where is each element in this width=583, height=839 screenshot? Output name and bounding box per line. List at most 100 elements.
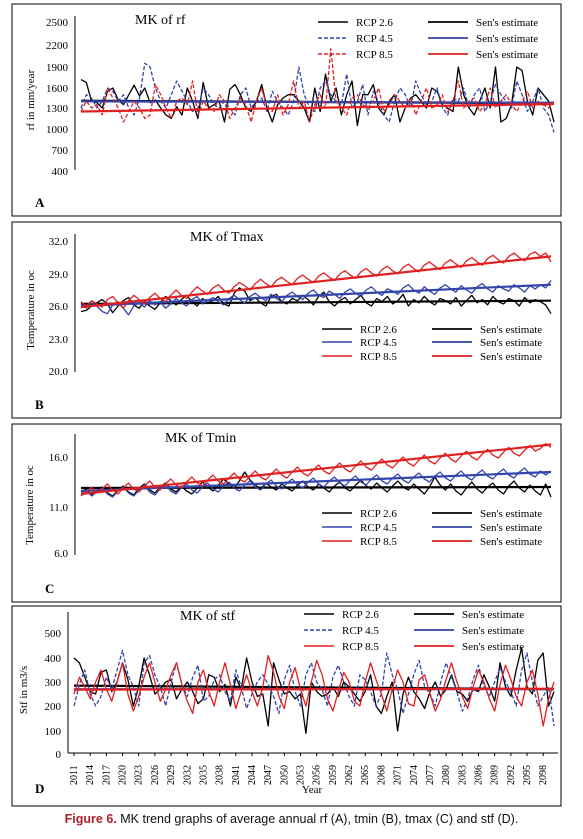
y-tick-label: 23.0 — [49, 334, 69, 346]
figure-caption: Figure 6. MK trend graphs of average ann… — [0, 812, 583, 826]
x-tick-label: 2071 — [393, 765, 404, 785]
legend-label: Sen's estimate — [480, 508, 542, 520]
sen-trend-line — [80, 102, 555, 113]
caption-label: Figure 6. — [64, 812, 117, 826]
legend-label: Sen's estimate — [462, 641, 524, 653]
x-tick-label: 2041 — [231, 765, 242, 785]
x-tick-label: 2074 — [409, 765, 420, 785]
legend-label: RCP 4.5 — [360, 337, 397, 349]
x-tick-label: 2026 — [150, 765, 161, 785]
x-tick-label: 2068 — [376, 765, 387, 785]
series-line-rcp-8-5 — [80, 442, 552, 497]
x-tick-label: 2059 — [328, 765, 339, 785]
y-tick-label: 32.0 — [49, 236, 69, 248]
y-tick-label: 100 — [45, 726, 62, 738]
y-tick-label: 500 — [45, 628, 62, 640]
caption-text: MK trend graphs of average annual rf (A)… — [120, 812, 519, 826]
panel-frame — [11, 3, 562, 217]
series-line-rcp-2-6 — [80, 66, 555, 127]
panel-D: 500 400 300 200 100 0 Stf in m3/s MK of stf D 201… — [11, 605, 562, 807]
panel-frame — [11, 605, 562, 807]
series-line-rcp-4-5 — [80, 62, 555, 133]
legend-label: RCP 4.5 — [360, 522, 397, 534]
chart-title: MK of rf — [135, 13, 186, 28]
panel-frame — [11, 423, 562, 603]
legend-label: Sen's estimate — [480, 337, 542, 349]
panel-letter: C — [45, 581, 54, 596]
sen-trend-line — [80, 470, 552, 493]
y-tick-label: 200 — [45, 701, 62, 713]
x-tick-label: 2038 — [215, 765, 226, 785]
y-tick-label: 700 — [52, 145, 69, 157]
y-tick-label: 1900 — [46, 62, 69, 74]
chart-title: MK of Tmax — [190, 230, 264, 245]
x-tick-label: 2086 — [473, 765, 484, 785]
y-tick-label: 6.0 — [54, 548, 68, 560]
sen-trend-line — [80, 255, 552, 309]
panel-A: 2500 2200 1900 1600 1300 1000 700 400 rf in mm/y… — [11, 3, 562, 217]
x-tick-label: 2065 — [360, 765, 371, 785]
sen-trend-line — [80, 100, 555, 104]
legend-label: RCP 8.5 — [342, 641, 379, 653]
y-tick-label: 20.0 — [49, 366, 69, 378]
y-tick-label: 400 — [52, 166, 69, 178]
panel-letter: A — [35, 195, 45, 210]
x-tick-label: 2032 — [182, 765, 193, 785]
series-line-rcp-8-5 — [73, 654, 555, 727]
x-tick-label: 2098 — [538, 765, 549, 785]
legend-label: Sen's estimate — [480, 351, 542, 363]
x-tick-label: 2095 — [522, 765, 533, 785]
legend-label: Sen's estimate — [480, 324, 542, 336]
sen-trend-line — [73, 687, 555, 691]
y-tick-label: 26.0 — [49, 301, 69, 313]
legend-label: RCP 2.6 — [342, 609, 379, 621]
y-tick-label: 300 — [45, 677, 62, 689]
legend-label: RCP 2.6 — [360, 324, 397, 336]
x-tick-label: 2083 — [457, 765, 468, 785]
y-tick-label: 2200 — [46, 40, 69, 52]
panel-letter: B — [35, 397, 44, 412]
series-line-rcp-8-5 — [80, 48, 555, 123]
y-tick-label: 1000 — [46, 124, 69, 136]
y-axis-title: rf in mm/year — [25, 69, 37, 130]
y-tick-label: 29.0 — [49, 269, 69, 281]
legend-label: Sen's estimate — [462, 609, 524, 621]
legend-label: Sen's estimate — [476, 49, 538, 61]
y-tick-label: 2500 — [46, 17, 69, 29]
legend-label: Sen's estimate — [480, 522, 542, 534]
x-axis-title: Year — [302, 784, 323, 796]
x-tick-label: 2023 — [134, 765, 145, 785]
panel-letter: D — [35, 781, 44, 796]
x-tick-label: 2077 — [425, 765, 436, 785]
x-tick-label: 2014 — [85, 765, 96, 785]
legend-label: RCP 4.5 — [342, 625, 379, 637]
x-tick-label: 2089 — [490, 765, 501, 785]
legend-label: Sen's estimate — [462, 625, 524, 637]
panel-B: 32.0 29.0 26.0 23.0 20.0 Temperature in oc MK … — [11, 221, 562, 419]
x-tick-label: 2047 — [263, 765, 274, 785]
panel-frame — [11, 221, 562, 419]
x-tick-label: 2050 — [279, 765, 290, 785]
legend-label: Sen's estimate — [476, 33, 538, 45]
x-tick-label: 2011 — [69, 765, 80, 785]
x-tick-label: 2053 — [296, 765, 307, 785]
y-axis-title: Stf in m3/s — [18, 666, 30, 714]
x-tick-label: 2020 — [118, 765, 129, 785]
y-axis-title: Temperature in oc — [24, 465, 36, 545]
chart-title: MK of Tmin — [165, 431, 236, 446]
legend-label: RCP 2.6 — [360, 508, 397, 520]
legend-label: RCP 8.5 — [356, 49, 393, 61]
legend-label: RCP 2.6 — [356, 17, 393, 29]
x-tick-label: 2062 — [344, 765, 355, 785]
legend-label: RCP 8.5 — [360, 536, 397, 548]
y-tick-label: 11.0 — [49, 502, 68, 514]
legend-label: Sen's estimate — [480, 536, 542, 548]
x-tick-label: 2029 — [166, 765, 177, 785]
legend-label: RCP 4.5 — [356, 33, 393, 45]
x-tick-label: 2080 — [441, 765, 452, 785]
x-tick-label: 2056 — [312, 765, 323, 785]
x-tick-label: 2017 — [101, 765, 112, 785]
sen-trend-line — [80, 443, 552, 496]
x-tick-label: 2035 — [198, 765, 209, 785]
chart-title: MK of stf — [180, 609, 236, 624]
